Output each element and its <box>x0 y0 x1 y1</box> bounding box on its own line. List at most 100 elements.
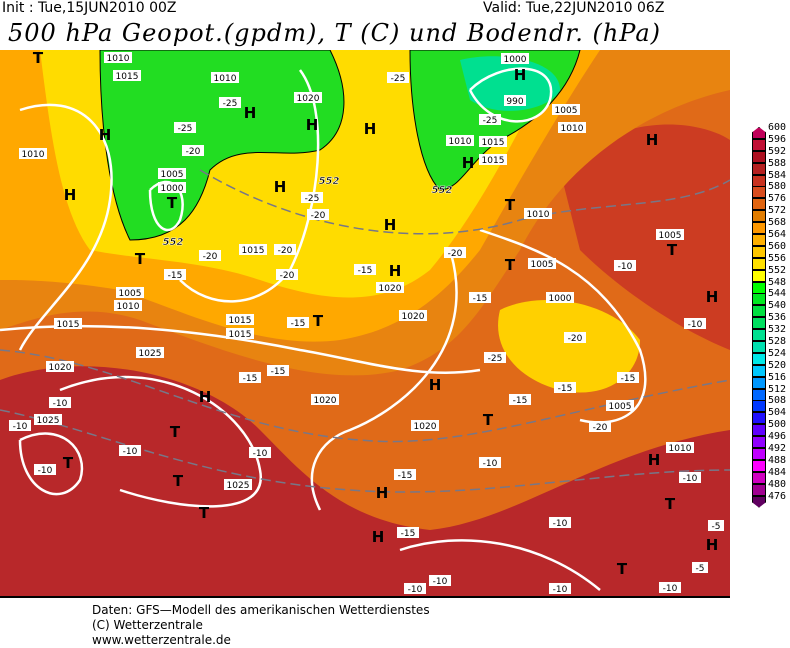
isobar-label: 1020 <box>402 312 425 322</box>
legend-label: 492 <box>768 443 787 455</box>
low-pressure-marker: T <box>135 250 146 268</box>
legend-swatch <box>752 269 766 282</box>
legend-swatch <box>752 150 766 163</box>
low-pressure-marker: T <box>505 256 516 274</box>
legend-swatch <box>752 341 766 354</box>
legend-swatch <box>752 293 766 306</box>
temperature-label: -10 <box>553 519 568 529</box>
legend-swatch <box>752 257 766 270</box>
temperature-label: -20 <box>186 147 201 157</box>
legend-entry: 572 <box>752 205 790 223</box>
legend-label: 556 <box>768 252 787 264</box>
temperature-label: -15 <box>473 294 488 304</box>
temperature-label: -15 <box>358 266 373 276</box>
low-pressure-marker: T <box>173 472 184 490</box>
temperature-label: -20 <box>280 271 295 281</box>
legend-label: 596 <box>768 133 787 145</box>
temperature-label: -15 <box>401 529 416 539</box>
high-pressure-marker: H <box>376 484 389 502</box>
isobar-label: 1010 <box>449 137 472 147</box>
low-pressure-marker: T <box>665 495 676 513</box>
high-pressure-marker: H <box>706 536 719 554</box>
low-pressure-marker: T <box>170 423 181 441</box>
isobar-label: 1025 <box>37 416 60 426</box>
legend-entry: 584 <box>752 170 790 187</box>
legend-swatch <box>752 127 766 139</box>
legend-label: 512 <box>768 383 787 395</box>
temperature-label: -10 <box>433 577 448 587</box>
legend-swatch <box>752 162 766 175</box>
legend-entry: 520 <box>752 360 790 377</box>
temperature-label: -10 <box>553 585 568 595</box>
temperature-label: -15 <box>558 384 573 394</box>
isobar-label: 1015 <box>116 72 139 82</box>
legend-label: 568 <box>768 217 787 229</box>
legend-entry: 528 <box>752 336 790 354</box>
high-pressure-marker: H <box>648 451 661 469</box>
temperature-label: -10 <box>408 585 423 595</box>
temperature-label: -10 <box>53 399 68 409</box>
legend-label: 508 <box>768 395 787 407</box>
isobar-label: 1010 <box>527 210 550 220</box>
legend-label: 600 <box>768 122 787 133</box>
field-dark-red <box>0 366 730 596</box>
legend-swatch <box>752 459 766 472</box>
temperature-label: -5 <box>712 522 721 532</box>
low-pressure-marker: T <box>505 196 516 214</box>
legend-label: 528 <box>768 336 787 348</box>
isobar-label: 1025 <box>227 481 250 491</box>
isobar-label: 1010 <box>107 54 130 64</box>
isobar-label: 1015 <box>242 246 265 256</box>
high-pressure-marker: H <box>462 154 475 172</box>
isobar-label: 1015 <box>229 316 252 326</box>
legend-entry: 596 <box>752 134 790 151</box>
high-pressure-marker: H <box>199 388 212 406</box>
isobar-label: 1015 <box>57 320 80 330</box>
geopotential-label: 552 <box>319 176 340 187</box>
legend-swatch <box>752 210 766 223</box>
legend-swatch <box>752 245 766 258</box>
footer-source: Daten: GFS—Modell des amerikanischen Wet… <box>92 603 430 617</box>
isobar-label: 1010 <box>214 74 237 84</box>
low-pressure-marker: T <box>33 50 44 67</box>
legend-swatch <box>752 305 766 318</box>
temperature-label: -20 <box>311 211 326 221</box>
temperature-label: -10 <box>13 422 28 432</box>
legend-entry: 552 <box>752 265 790 282</box>
legend-entry: 600 <box>752 122 790 139</box>
isobar-label: 1020 <box>414 422 437 432</box>
temperature-label: -25 <box>305 194 320 204</box>
temperature-label: -10 <box>688 320 703 330</box>
legend-swatch <box>752 364 766 377</box>
isobar-label: 1015 <box>229 330 252 340</box>
legend-entry: 512 <box>752 384 790 401</box>
isobar-label: 1010 <box>22 150 45 160</box>
geopotential-label: 552 <box>432 185 453 196</box>
isobar-label: 1000 <box>504 55 527 65</box>
temperature-label: -25 <box>223 99 238 109</box>
legend-label: 500 <box>768 419 787 431</box>
legend-label: 532 <box>768 324 787 336</box>
isobar-label: 1015 <box>482 138 505 148</box>
legend-label: 580 <box>768 181 787 193</box>
legend-swatch <box>752 412 766 425</box>
legend-swatch <box>752 352 766 365</box>
legend-swatch <box>752 424 766 437</box>
legend-label: 516 <box>768 371 787 383</box>
isobar-labels: 1015 1010 1010 1020 1010 1005 1000 1015 1015 1005… <box>19 52 694 491</box>
isobar-label: 1020 <box>314 396 337 406</box>
legend-label: 496 <box>768 431 787 443</box>
legend-entry: 544 <box>752 288 790 306</box>
legend-label: 588 <box>768 157 787 169</box>
isobar-label: 1005 <box>161 170 184 180</box>
legend-label: 484 <box>768 466 787 478</box>
isobar-label: 1000 <box>161 184 184 194</box>
temperature-label: -15 <box>398 471 413 481</box>
temperature-label: -5 <box>696 564 705 574</box>
temperature-label: -10 <box>123 447 138 457</box>
legend-label: 524 <box>768 347 787 359</box>
legend-entry: 516 <box>752 372 790 389</box>
legend-entry: 500 <box>752 419 790 437</box>
valid-time: Valid: Tue,22JUN2010 06Z <box>483 0 665 16</box>
isobar-label: 1005 <box>531 260 554 270</box>
